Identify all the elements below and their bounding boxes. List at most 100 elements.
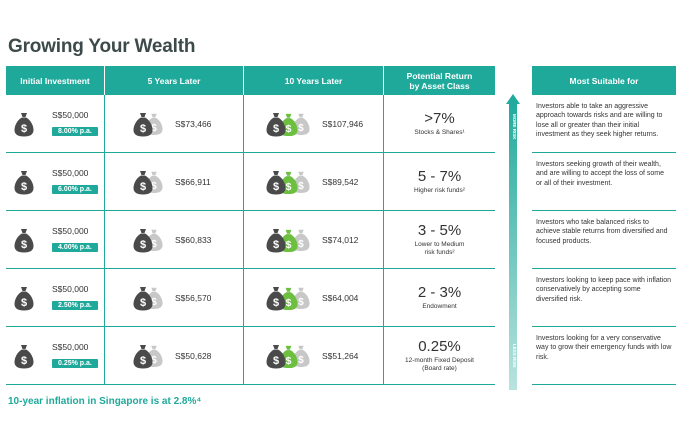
return-range: 3 - 5%	[417, 222, 462, 240]
money-bag-icon	[14, 169, 34, 195]
money-bag-icon	[266, 343, 286, 369]
money-bag-group	[12, 340, 50, 372]
ten-year-cell: S$74,012	[244, 211, 384, 268]
money-bag-group	[131, 166, 171, 198]
table-header: Initial Investment 5 Years Later 10 Year…	[6, 66, 495, 95]
wealth-table: Initial Investment 5 Years Later 10 Year…	[6, 66, 495, 385]
money-bag-icon	[266, 227, 286, 253]
money-bag-icon	[266, 111, 286, 137]
header-initial: Initial Investment	[6, 66, 105, 95]
return-cell: >7% Stocks & Shares¹	[384, 95, 495, 152]
rate-badge: 4.00% p.a.	[52, 242, 98, 252]
header-return-line1: Potential Return	[406, 70, 473, 81]
initial-amount: S$50,000	[52, 167, 89, 178]
table-row: S$50,000 2.50% p.a. S$56,570 S$64,004 2 …	[6, 269, 495, 327]
ten-year-amount: S$51,264	[322, 350, 359, 361]
money-bag-group	[264, 340, 318, 372]
arrow-top-label: MORE RISK	[512, 114, 517, 140]
five-year-cell: S$56,570	[105, 269, 244, 326]
initial-cell: S$50,000 4.00% p.a.	[6, 211, 105, 268]
five-year-cell: S$50,628	[105, 327, 244, 384]
ten-year-cell: S$64,004	[244, 269, 384, 326]
money-bag-icon	[133, 343, 153, 369]
money-bag-group	[131, 108, 171, 140]
money-bag-group	[131, 340, 171, 372]
money-bag-group	[264, 224, 318, 256]
ten-year-amount: S$64,004	[322, 292, 359, 303]
money-bag-icon	[14, 285, 34, 311]
money-bag-group	[12, 166, 50, 198]
table-row: S$50,000 8.00% p.a. S$73,466 S$107,946 >…	[6, 95, 495, 153]
return-cell: 0.25% 12-month Fixed Deposit (Board rate…	[384, 327, 495, 384]
return-cell: 2 - 3% Endowment	[384, 269, 495, 326]
ten-year-cell: S$89,542	[244, 153, 384, 210]
money-bag-icon	[133, 285, 153, 311]
inflation-note: 10-year inflation in Singapore is at 2.8…	[8, 396, 202, 407]
suitability-text: Investors who take balanced risks to ach…	[532, 211, 676, 269]
money-bag-icon	[266, 169, 286, 195]
money-bag-group	[12, 108, 50, 140]
five-year-amount: S$56,570	[175, 292, 212, 303]
rate-badge: 6.00% p.a.	[52, 184, 98, 194]
five-year-amount: S$60,833	[175, 234, 212, 245]
suitability-column: Most Suitable for Investors able to take…	[532, 66, 676, 385]
money-bag-group	[264, 282, 318, 314]
asset-class: Higher risk funds²	[414, 187, 465, 195]
suitability-text: Investors looking to keep pace with infl…	[532, 269, 676, 327]
money-bag-icon	[14, 343, 34, 369]
header-suitable: Most Suitable for	[532, 66, 676, 95]
initial-info: S$50,000 2.50% p.a.	[52, 284, 98, 312]
return-cell: 3 - 5% Lower to Medium risk funds²	[384, 211, 495, 268]
money-bag-icon	[133, 169, 153, 195]
ten-year-cell: S$51,264	[244, 327, 384, 384]
initial-amount: S$50,000	[52, 225, 89, 236]
suitability-text: Investors looking for a very conservativ…	[532, 327, 676, 385]
asset-class-detail: risk funds²	[424, 249, 455, 256]
return-range: 0.25%	[418, 338, 461, 356]
header-five-years: 5 Years Later	[105, 66, 244, 95]
asset-class: 12-month Fixed Deposit	[404, 357, 474, 365]
asset-class: Lower to Medium	[414, 241, 465, 249]
money-bag-group	[12, 224, 50, 256]
initial-cell: S$50,000 0.25% p.a.	[6, 327, 105, 384]
header-ten-years: 10 Years Later	[244, 66, 384, 95]
money-bag-group	[12, 282, 50, 314]
five-year-cell: S$60,833	[105, 211, 244, 268]
initial-cell: S$50,000 6.00% p.a.	[6, 153, 105, 210]
return-range: 2 - 3%	[417, 284, 462, 302]
five-year-amount: S$73,466	[175, 118, 212, 129]
initial-amount: S$50,000	[52, 109, 89, 120]
table-row: S$50,000 6.00% p.a. S$66,911 S$89,542 5 …	[6, 153, 495, 211]
page-title: Growing Your Wealth	[8, 36, 196, 57]
initial-amount: S$50,000	[52, 341, 89, 352]
initial-cell: S$50,000 8.00% p.a.	[6, 95, 105, 152]
ten-year-amount: S$74,012	[322, 234, 359, 245]
ten-year-amount: S$89,542	[322, 176, 359, 187]
money-bag-group	[131, 224, 171, 256]
table-row: S$50,000 4.00% p.a. S$60,833 S$74,012 3 …	[6, 211, 495, 269]
initial-info: S$50,000 8.00% p.a.	[52, 110, 98, 138]
suitability-text: Investors able to take an aggressive app…	[532, 95, 676, 153]
money-bag-icon	[133, 111, 153, 137]
rate-badge: 2.50% p.a.	[52, 300, 98, 310]
initial-amount: S$50,000	[52, 283, 89, 294]
initial-cell: S$50,000 2.50% p.a.	[6, 269, 105, 326]
asset-class: Endowment	[422, 303, 457, 311]
ten-year-amount: S$107,946	[322, 118, 364, 129]
five-year-cell: S$73,466	[105, 95, 244, 152]
money-bag-icon	[14, 111, 34, 137]
return-range: 5 - 7%	[417, 168, 462, 186]
header-return: Potential Return by Asset Class	[384, 66, 495, 95]
money-bag-icon	[133, 227, 153, 253]
return-cell: 5 - 7% Higher risk funds²	[384, 153, 495, 210]
initial-info: S$50,000 6.00% p.a.	[52, 168, 98, 196]
arrow-bottom-label: LESS RISK	[512, 344, 517, 369]
five-year-cell: S$66,911	[105, 153, 244, 210]
five-year-amount: S$66,911	[175, 176, 211, 187]
money-bag-group	[264, 108, 318, 140]
header-return-line2: by Asset Class	[409, 80, 470, 91]
asset-class: Stocks & Shares¹	[414, 129, 465, 137]
money-bag-group	[131, 282, 171, 314]
table-row: S$50,000 0.25% p.a. S$50,628 S$51,264 0.…	[6, 327, 495, 385]
ten-year-cell: S$107,946	[244, 95, 384, 152]
